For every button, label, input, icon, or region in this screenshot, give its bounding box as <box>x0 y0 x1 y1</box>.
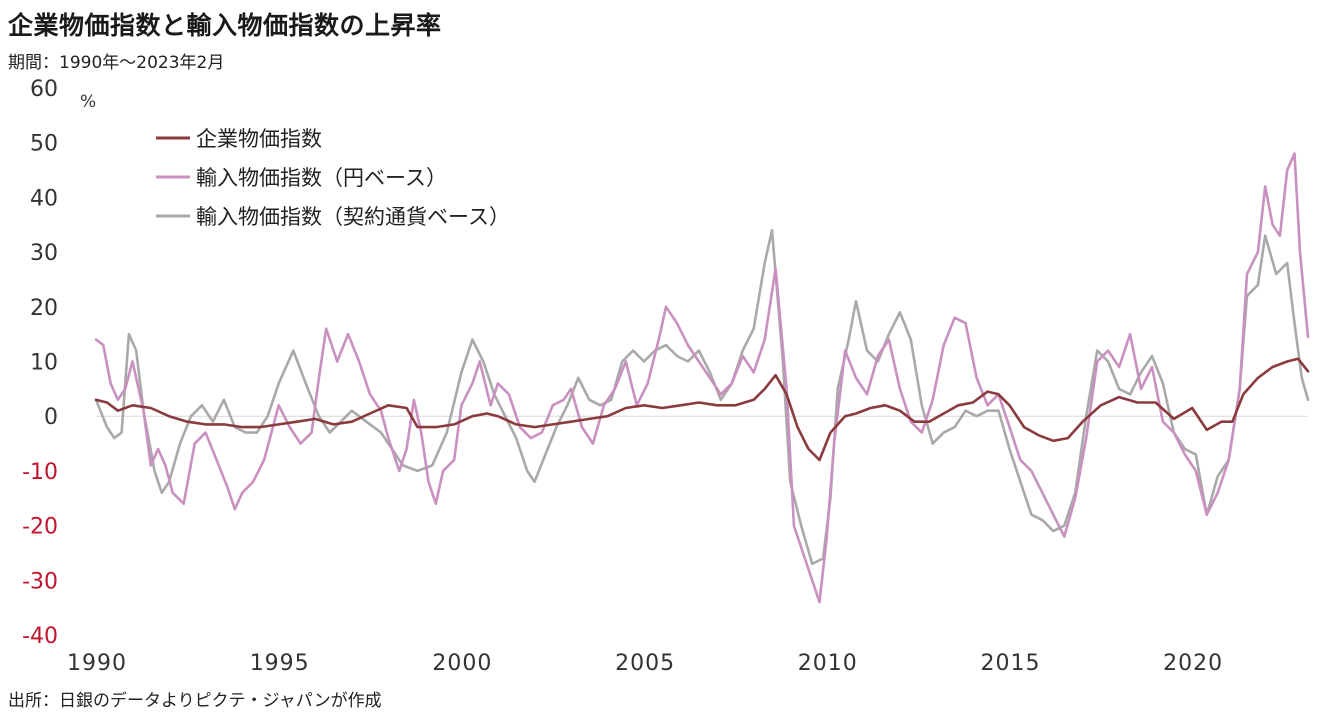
x-tick-label: 2015 <box>980 651 1040 676</box>
y-axis-unit-label: % <box>80 92 96 112</box>
x-tick-label: 2020 <box>1163 651 1223 676</box>
y-tick-label: 60 <box>30 77 58 102</box>
y-tick-label: 20 <box>30 296 58 321</box>
chart-subtitle: 期間：1990年～2023年2月 <box>8 53 225 73</box>
series-line <box>94 357 1310 462</box>
legend-label: 輸入物価指数（契約通貨ベース） <box>196 205 510 229</box>
x-tick-label: 2005 <box>615 651 675 676</box>
x-tick-label: 2010 <box>798 651 858 676</box>
x-tick-label: 1995 <box>250 651 310 676</box>
y-tick-label: -30 <box>22 569 58 594</box>
series-line <box>94 228 1310 566</box>
y-tick-label: 50 <box>30 132 58 157</box>
x-tick-label: 2000 <box>432 651 492 676</box>
series-line <box>94 152 1310 604</box>
legend-label: 企業物価指数 <box>196 127 322 151</box>
chart-title: 企業物価指数と輸入物価指数の上昇率 <box>8 11 442 40</box>
y-tick-label: -40 <box>22 624 58 649</box>
y-tick-label: 40 <box>30 186 58 211</box>
chart-source-note: 出所：日銀のデータよりピクテ・ジャパンが作成 <box>8 691 382 711</box>
y-tick-label: -10 <box>22 460 58 485</box>
x-tick-label: 1990 <box>67 651 127 676</box>
x-axis: 1990 1995 2000 2005 2010 2015 2020 <box>67 651 1223 676</box>
legend-label: 輸入物価指数（円ベース） <box>196 166 447 190</box>
series-lines <box>94 152 1310 604</box>
y-tick-label: 30 <box>30 241 58 266</box>
y-tick-label: -20 <box>22 515 58 540</box>
y-tick-label: 0 <box>44 405 58 430</box>
y-axis: 60 50 40 30 20 10 0 -10 -20 -30 -40 <box>22 77 58 649</box>
y-tick-label: 10 <box>30 351 58 376</box>
